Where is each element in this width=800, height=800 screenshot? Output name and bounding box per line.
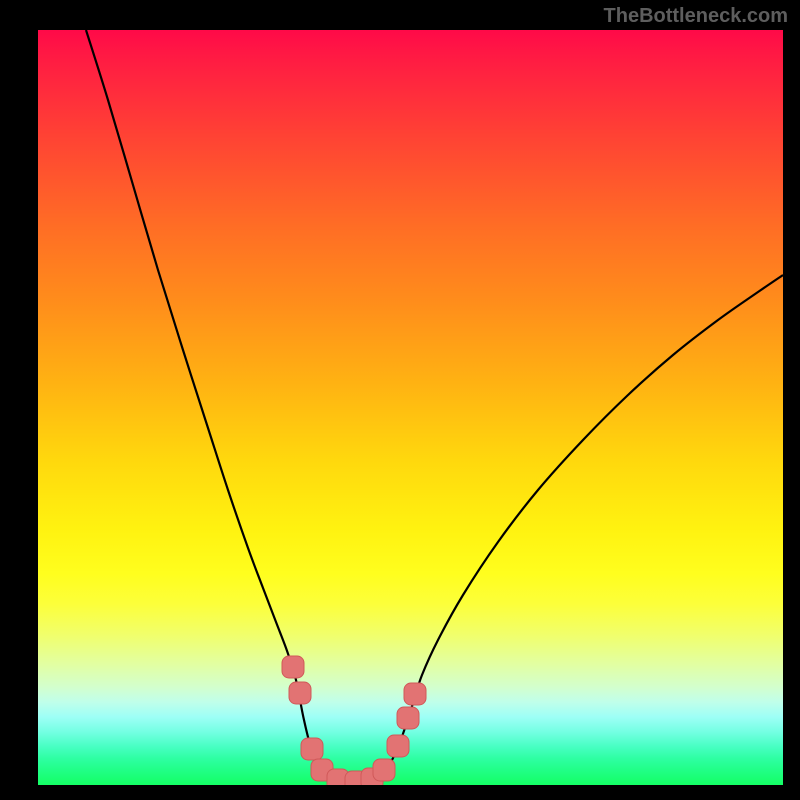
marker-point [301, 738, 323, 760]
marker-point [373, 759, 395, 781]
plot-area [38, 30, 783, 785]
marker-point [397, 707, 419, 729]
marker-point [289, 682, 311, 704]
chart-svg [38, 30, 783, 785]
right-curve [382, 275, 783, 775]
curve-layer [86, 30, 783, 783]
watermark-text: TheBottleneck.com [604, 5, 788, 28]
marker-point [387, 735, 409, 757]
marker-point [404, 683, 426, 705]
marker-point [282, 656, 304, 678]
